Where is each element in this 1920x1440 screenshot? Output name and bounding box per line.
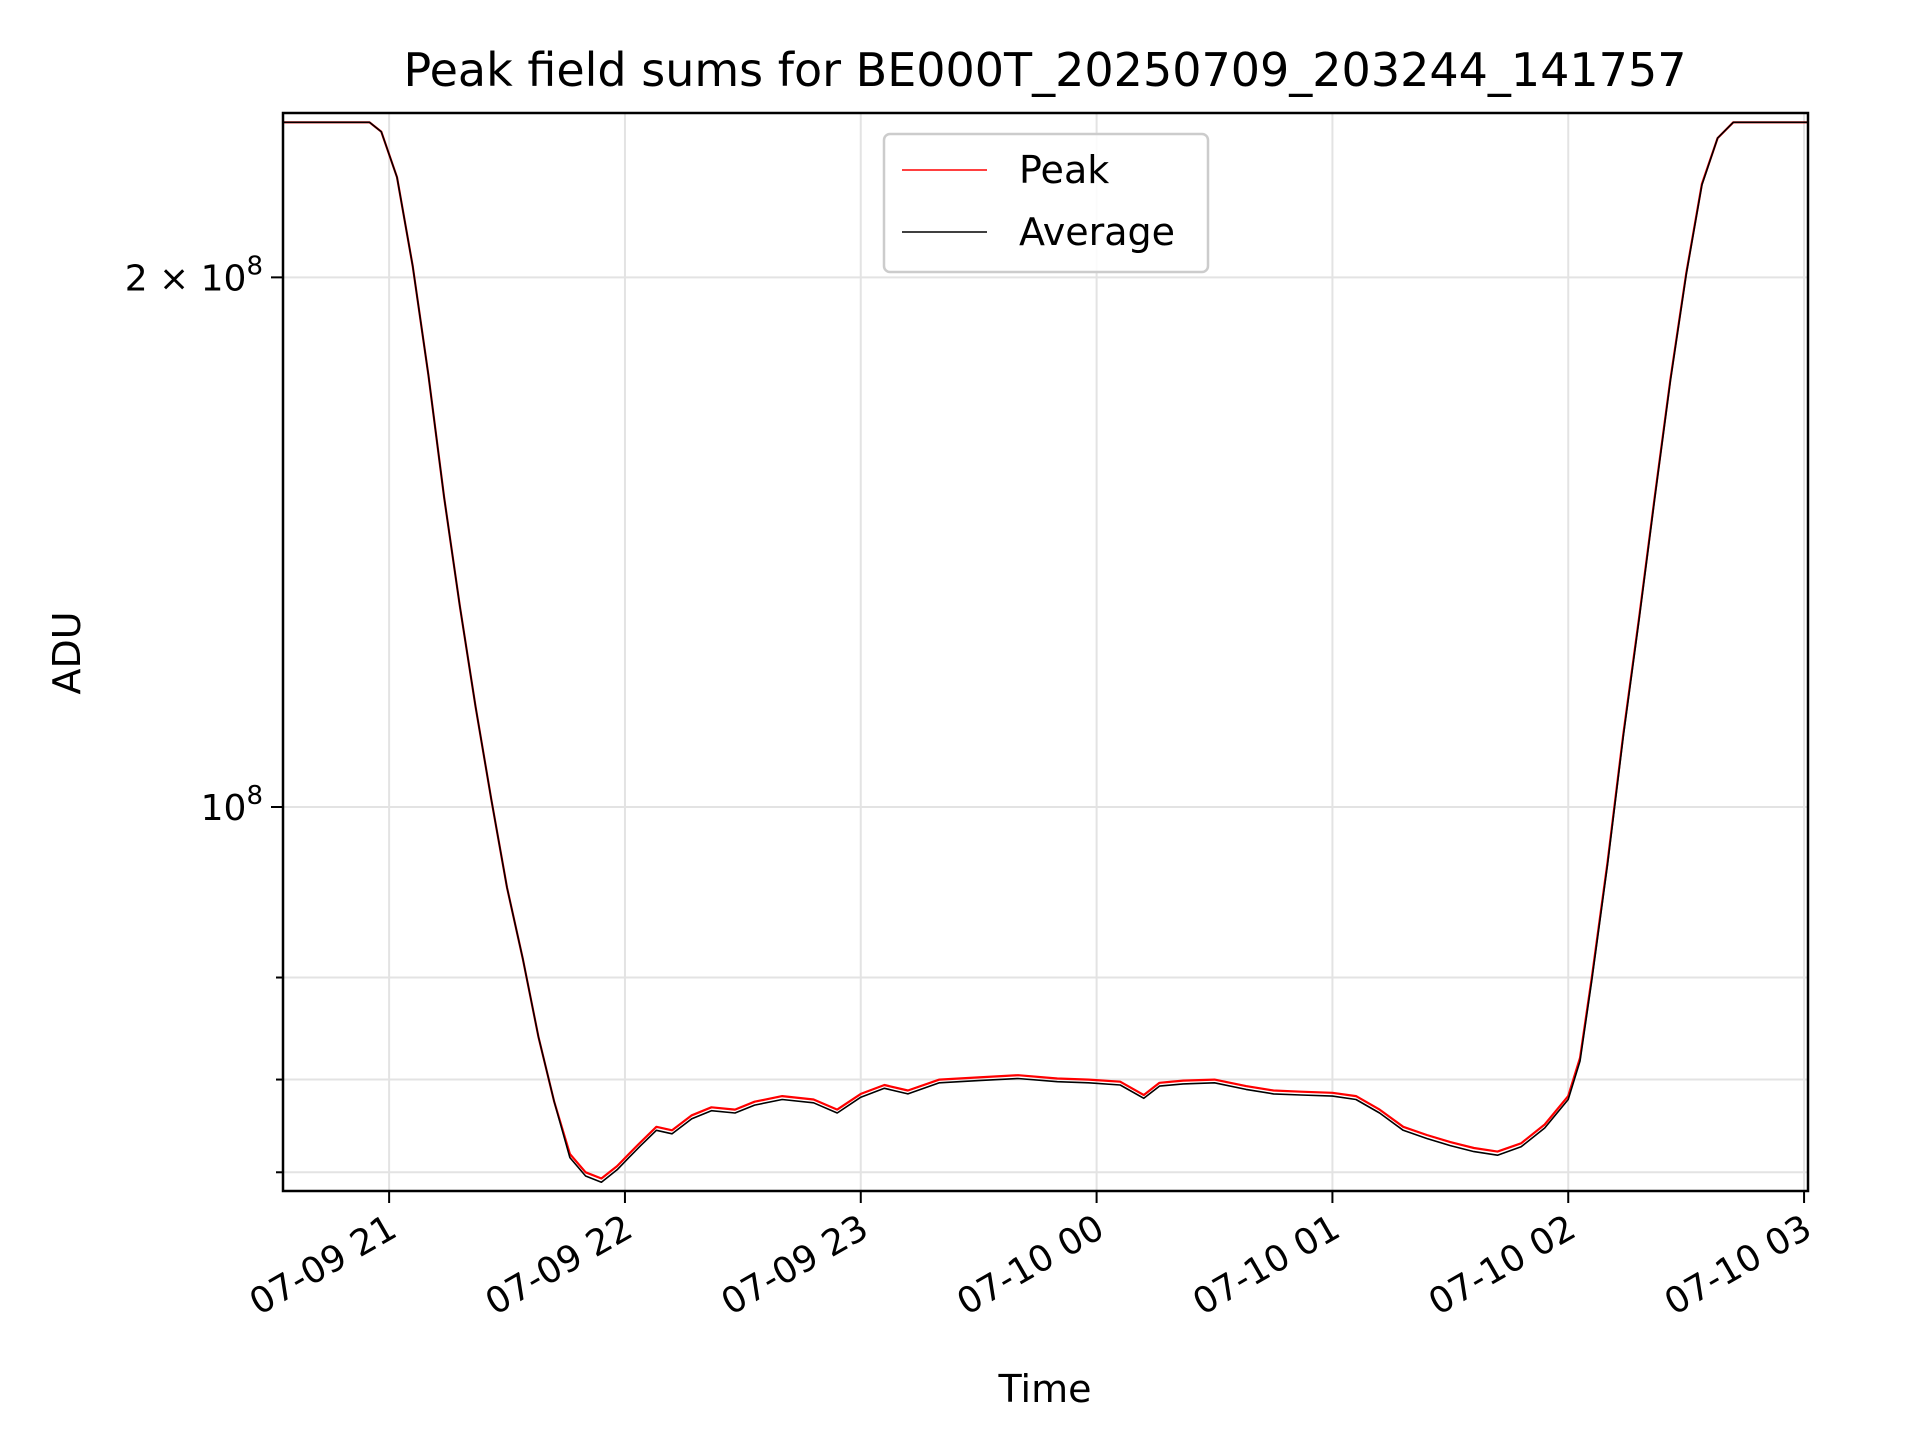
legend-box bbox=[882, 132, 1210, 274]
legend-label-peak: Peak bbox=[1019, 148, 1109, 192]
y-axis-label: ADU bbox=[45, 611, 89, 694]
plot-frame bbox=[281, 111, 1810, 1193]
legend-label-average: Average bbox=[1019, 210, 1175, 254]
grid-lines bbox=[283, 113, 1808, 1191]
y-axis-ticks: 108 2 × 108 bbox=[125, 251, 283, 1174]
chart-title: Peak field sums for BE000T_20250709_2032… bbox=[404, 43, 1687, 97]
y-tick-label: 108 bbox=[201, 781, 263, 829]
series-line-average bbox=[283, 121, 1808, 1183]
y-tick-label: 2 × 108 bbox=[125, 251, 263, 299]
x-axis-label: Time bbox=[998, 1367, 1092, 1411]
series-lines bbox=[283, 121, 1808, 1183]
legend: Peak Average bbox=[882, 132, 1210, 274]
